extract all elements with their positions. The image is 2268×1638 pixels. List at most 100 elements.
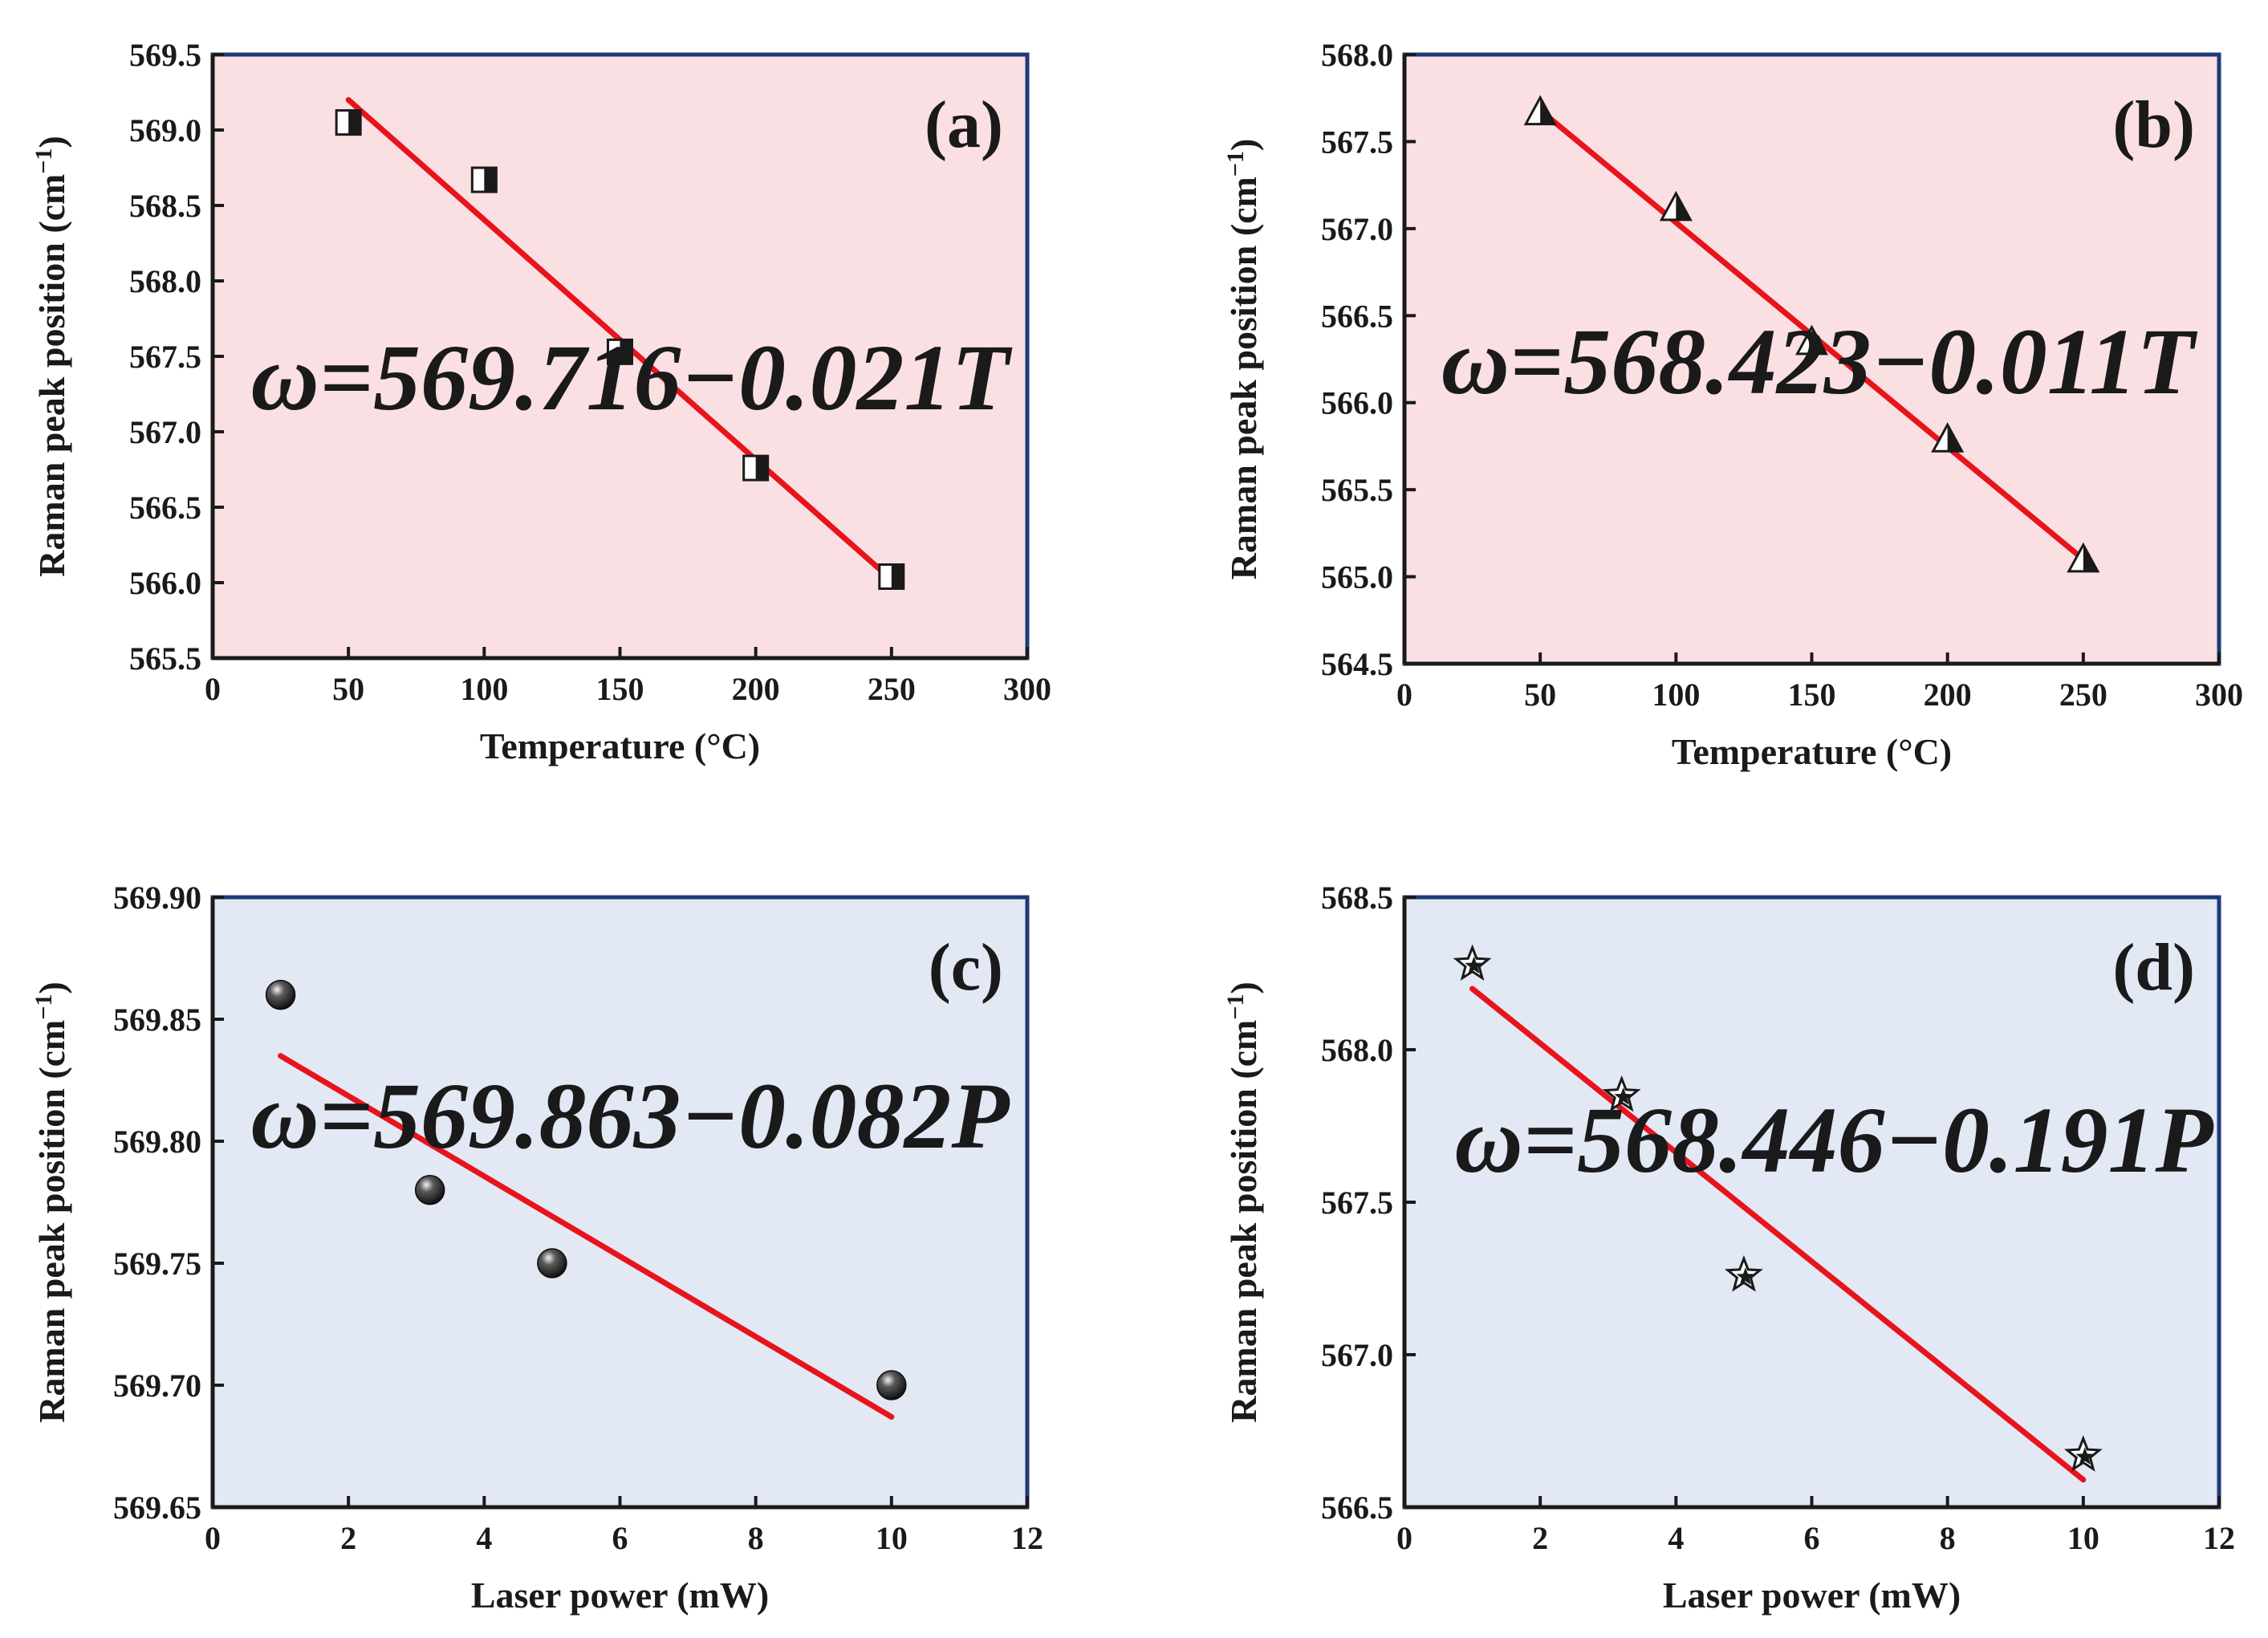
panel-a: 0 50 100 150 200 250 300 565.5 566.0 566.5 567.0 56… [30,37,1051,766]
x-axis-title: Temperature (°C) [1672,731,1952,772]
y-axis-title-end: ) [1223,139,1264,151]
x-tick-label: 12 [2203,1520,2235,1556]
y-tick-label: 568.5 [1321,880,1393,916]
x-tick-label: 2 [340,1520,356,1556]
sphere-marker [265,979,296,1010]
data-point [2067,542,2100,573]
data-point [1602,1075,1641,1112]
triangle-marker-fill [1811,327,1827,354]
x-tick-label: 8 [1940,1520,1956,1556]
data-point [414,1175,445,1205]
y-axis-title: Raman peak position (cm−1) [30,136,72,577]
x-tick-label: 0 [205,1520,221,1556]
star-marker-fill [1614,1087,1633,1105]
sphere-marker [414,1175,445,1205]
data-point [878,563,905,590]
y-tick-label: 566.0 [1321,385,1393,421]
x-tick-label: 8 [748,1520,764,1556]
data-point [1794,324,1829,356]
x-tick-label: 250 [2059,677,2107,713]
data-point [2063,1435,2103,1472]
x-tick-label: 300 [1003,671,1051,707]
data-point [876,1370,907,1400]
square-marker-fill [484,168,497,193]
panel-d: 0 2 4 6 8 10 12 566.5 567.0 567.5 568.0 568.5 Laser … [1222,880,2235,1616]
y-axis-title-superscript: −1 [30,148,57,174]
data-point [1523,95,1557,126]
panel-b: 0 50 100 150 200 250 300 564.5 565.0 565.5 566.0 56… [1222,37,2243,772]
x-tick-label: 2 [1532,1520,1548,1556]
x-tick-label: 10 [876,1520,908,1556]
y-tick-label: 565.0 [1321,559,1393,595]
x-tick-label: 250 [868,671,916,707]
panel-label: (a) [925,87,1003,162]
data-point [742,454,770,482]
y-tick-label: 569.80 [113,1124,201,1160]
y-tick-label: 569.0 [129,112,201,148]
data-point [607,338,633,365]
x-axis-title: Temperature (°C) [480,726,760,766]
x-tick-label: 12 [1011,1520,1043,1556]
y-tick-label: 567.0 [1321,211,1393,247]
x-tick-label: 0 [205,671,221,707]
square-marker-fill [620,339,632,364]
x-axis-title: Laser power (mW) [471,1575,769,1616]
data-point [265,979,296,1010]
y-axis-title: Raman peak position (cm−1) [30,982,72,1423]
triangle-marker-fill [1676,193,1691,220]
panel-label: (d) [2112,930,2195,1005]
panel-label: (b) [2112,87,2195,162]
sphere-marker [876,1370,907,1400]
y-axis-title-main: Raman peak position (cm [31,174,72,577]
x-tick-label: 4 [1668,1520,1684,1556]
panel-label: (c) [929,930,1003,1005]
plot-area [213,897,1027,1507]
star-marker-fill [1465,956,1483,974]
x-tick-label: 6 [612,1520,628,1556]
panel-c: 0 2 4 6 8 10 12 569.65 569.70 569.75 569.80 569.85 5… [30,880,1043,1616]
y-axis-title: Raman peak position (cm−1) [1222,139,1264,580]
y-tick-label: 565.5 [129,640,201,677]
data-point [1931,422,1965,453]
y-axis-title-superscript: −1 [1222,994,1249,1020]
x-tick-label: 200 [732,671,780,707]
plot-area [1404,897,2219,1507]
y-tick-label: 568.0 [1321,1032,1393,1068]
triangle-marker-fill [2083,544,2098,571]
x-tick-label: 100 [460,671,508,707]
y-tick-label: 567.0 [1321,1337,1393,1373]
y-tick-label: 566.0 [129,565,201,601]
x-tick-label: 50 [332,671,364,707]
y-tick-label: 569.70 [113,1368,201,1404]
y-tick-label: 569.75 [113,1246,201,1282]
x-tick-label: 100 [1652,677,1700,713]
square-marker-fill [348,110,361,135]
y-tick-label: 568.0 [129,263,201,299]
x-tick-label: 200 [1924,677,1972,713]
x-tick-label: 0 [1396,677,1412,713]
y-axis-title-main: Raman peak position (cm [1223,177,1264,579]
fit-equation: ω=569.716−0.021T [250,325,1012,430]
square-marker-fill [891,564,904,589]
data-point [335,109,362,136]
y-tick-label: 566.5 [1321,298,1393,334]
y-tick-label: 564.5 [1321,646,1393,682]
y-tick-label: 569.85 [113,1002,201,1038]
star-marker-fill [2075,1447,2095,1465]
y-axis-title-main: Raman peak position (cm [31,1020,72,1423]
triangle-marker-fill [1947,425,1962,452]
x-tick-label: 10 [2067,1520,2099,1556]
y-tick-label: 569.5 [129,37,201,73]
y-tick-label: 567.5 [1321,1185,1393,1221]
fit-equation: ω=569.863−0.082P [250,1063,1010,1169]
data-point [470,166,498,193]
x-tick-label: 300 [2195,677,2243,713]
data-point [1724,1255,1763,1292]
x-tick-label: 0 [1396,1520,1412,1556]
y-axis-title-main: Raman peak position (cm [1223,1020,1264,1423]
y-tick-label: 565.5 [1321,472,1393,508]
y-tick-label: 566.5 [1321,1490,1393,1526]
y-tick-label: 569.65 [113,1490,201,1526]
y-tick-label: 569.90 [113,880,201,916]
